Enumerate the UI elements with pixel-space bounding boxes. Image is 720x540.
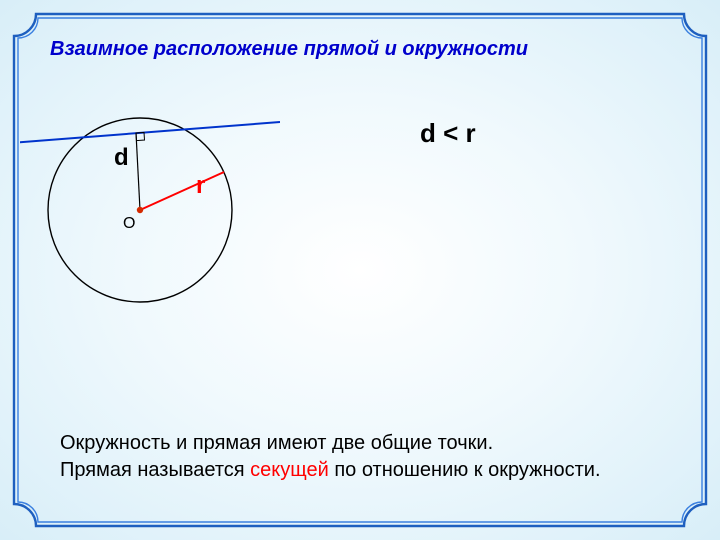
inequality-condition: d < r (420, 118, 476, 149)
footer-line2-post: по отношению к окружности. (329, 459, 601, 481)
radius-r-segment (140, 172, 224, 210)
label-center-O: О (123, 215, 135, 233)
footer-line2-pre: Прямая называется (60, 459, 250, 481)
geometry-diagram (20, 90, 280, 320)
label-r: r (196, 172, 205, 200)
footer-explanation: Окружность и прямая имеют две общие точк… (60, 430, 640, 484)
center-dot (137, 207, 143, 213)
distance-d-segment (136, 133, 140, 210)
secant-line (20, 122, 280, 143)
slide-title: Взаимное расположение прямой и окружност… (50, 38, 528, 61)
footer-secant-word: секущей (250, 459, 329, 481)
label-d: d (114, 144, 129, 172)
footer-line1: Окружность и прямая имеют две общие точк… (60, 432, 493, 454)
